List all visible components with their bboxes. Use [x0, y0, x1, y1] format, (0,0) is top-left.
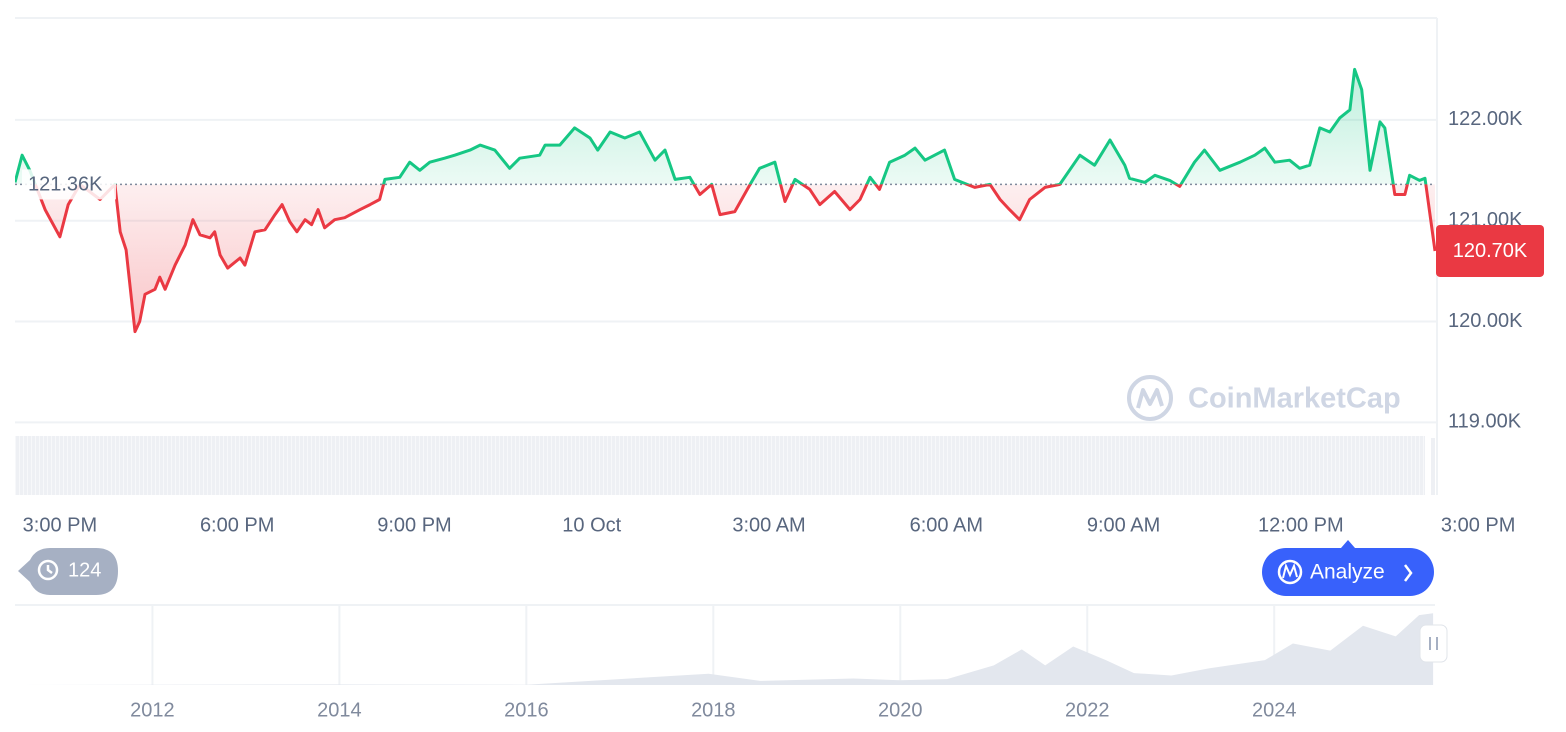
x-tick-label: 10 Oct	[562, 514, 621, 536]
analyze-pill[interactable]	[1262, 548, 1434, 596]
watermark-logo	[1136, 388, 1164, 409]
x-tick-label: 2016	[504, 699, 549, 721]
history-button[interactable]: 124	[18, 548, 118, 595]
history-icon	[46, 565, 53, 574]
analyze-chevron	[1404, 564, 1413, 582]
y-tick-label: 119.00K	[1448, 411, 1522, 433]
x-tick-label: 9:00 PM	[377, 514, 451, 536]
background-layer	[15, 17, 1438, 606]
price-badge-label: 120.70K	[1453, 240, 1528, 262]
price-line-down	[33, 184, 1437, 334]
y-tick-label: 122.00K	[1448, 108, 1523, 130]
navigator-handle[interactable]	[1419, 624, 1448, 663]
history-icon	[37, 559, 59, 581]
x-tick-label: 2012	[130, 699, 175, 721]
analyze-pointer	[1341, 540, 1355, 548]
analyze-icon	[1277, 559, 1303, 585]
history-pill[interactable]	[18, 548, 118, 595]
history-area	[21, 613, 1434, 685]
x-tick-label: 3:00 AM	[732, 514, 805, 536]
area-up	[15, 69, 1426, 185]
x-tick-label: 6:00 AM	[910, 514, 983, 536]
analyze-icon	[1282, 562, 1298, 579]
watermark: CoinMarketCap	[1127, 375, 1401, 421]
analyze-label[interactable]: Analyze	[1310, 561, 1385, 584]
price-line-up	[15, 67, 1428, 185]
x-tick-label: 12:00 PM	[1258, 514, 1344, 536]
x-tick-label: 2014	[317, 699, 362, 721]
watermark-text: CoinMarketCap	[1188, 383, 1401, 415]
analyze-button[interactable]: Analyze	[1262, 540, 1434, 596]
history-count[interactable]: 124	[68, 559, 101, 581]
x-tick-label: 3:00 PM	[23, 514, 97, 536]
volume-bar	[1431, 438, 1435, 495]
x-tick-label: 2020	[878, 699, 923, 721]
x-tick-label: 3:00 PM	[1441, 514, 1515, 536]
x-tick-label: 2024	[1252, 699, 1297, 721]
x-tick-label: 2022	[1065, 699, 1110, 721]
x-tick-label: 6:00 PM	[200, 514, 274, 536]
reference-label: 121.36K	[28, 174, 103, 196]
watermark-logo	[1127, 375, 1173, 421]
handle[interactable]	[1419, 624, 1448, 663]
reference-label-bg	[22, 169, 116, 200]
area-down	[15, 184, 1435, 332]
navigator-layer: 2012 2014 2016 2018 2020 2022 2024	[21, 605, 1434, 721]
x-tick-label: 9:00 AM	[1087, 514, 1160, 536]
volume-bars	[15, 436, 1425, 495]
y-tick-label: 120.00K	[1448, 310, 1523, 332]
x-tick-label: 2018	[691, 699, 736, 721]
price-badge	[1436, 224, 1544, 277]
